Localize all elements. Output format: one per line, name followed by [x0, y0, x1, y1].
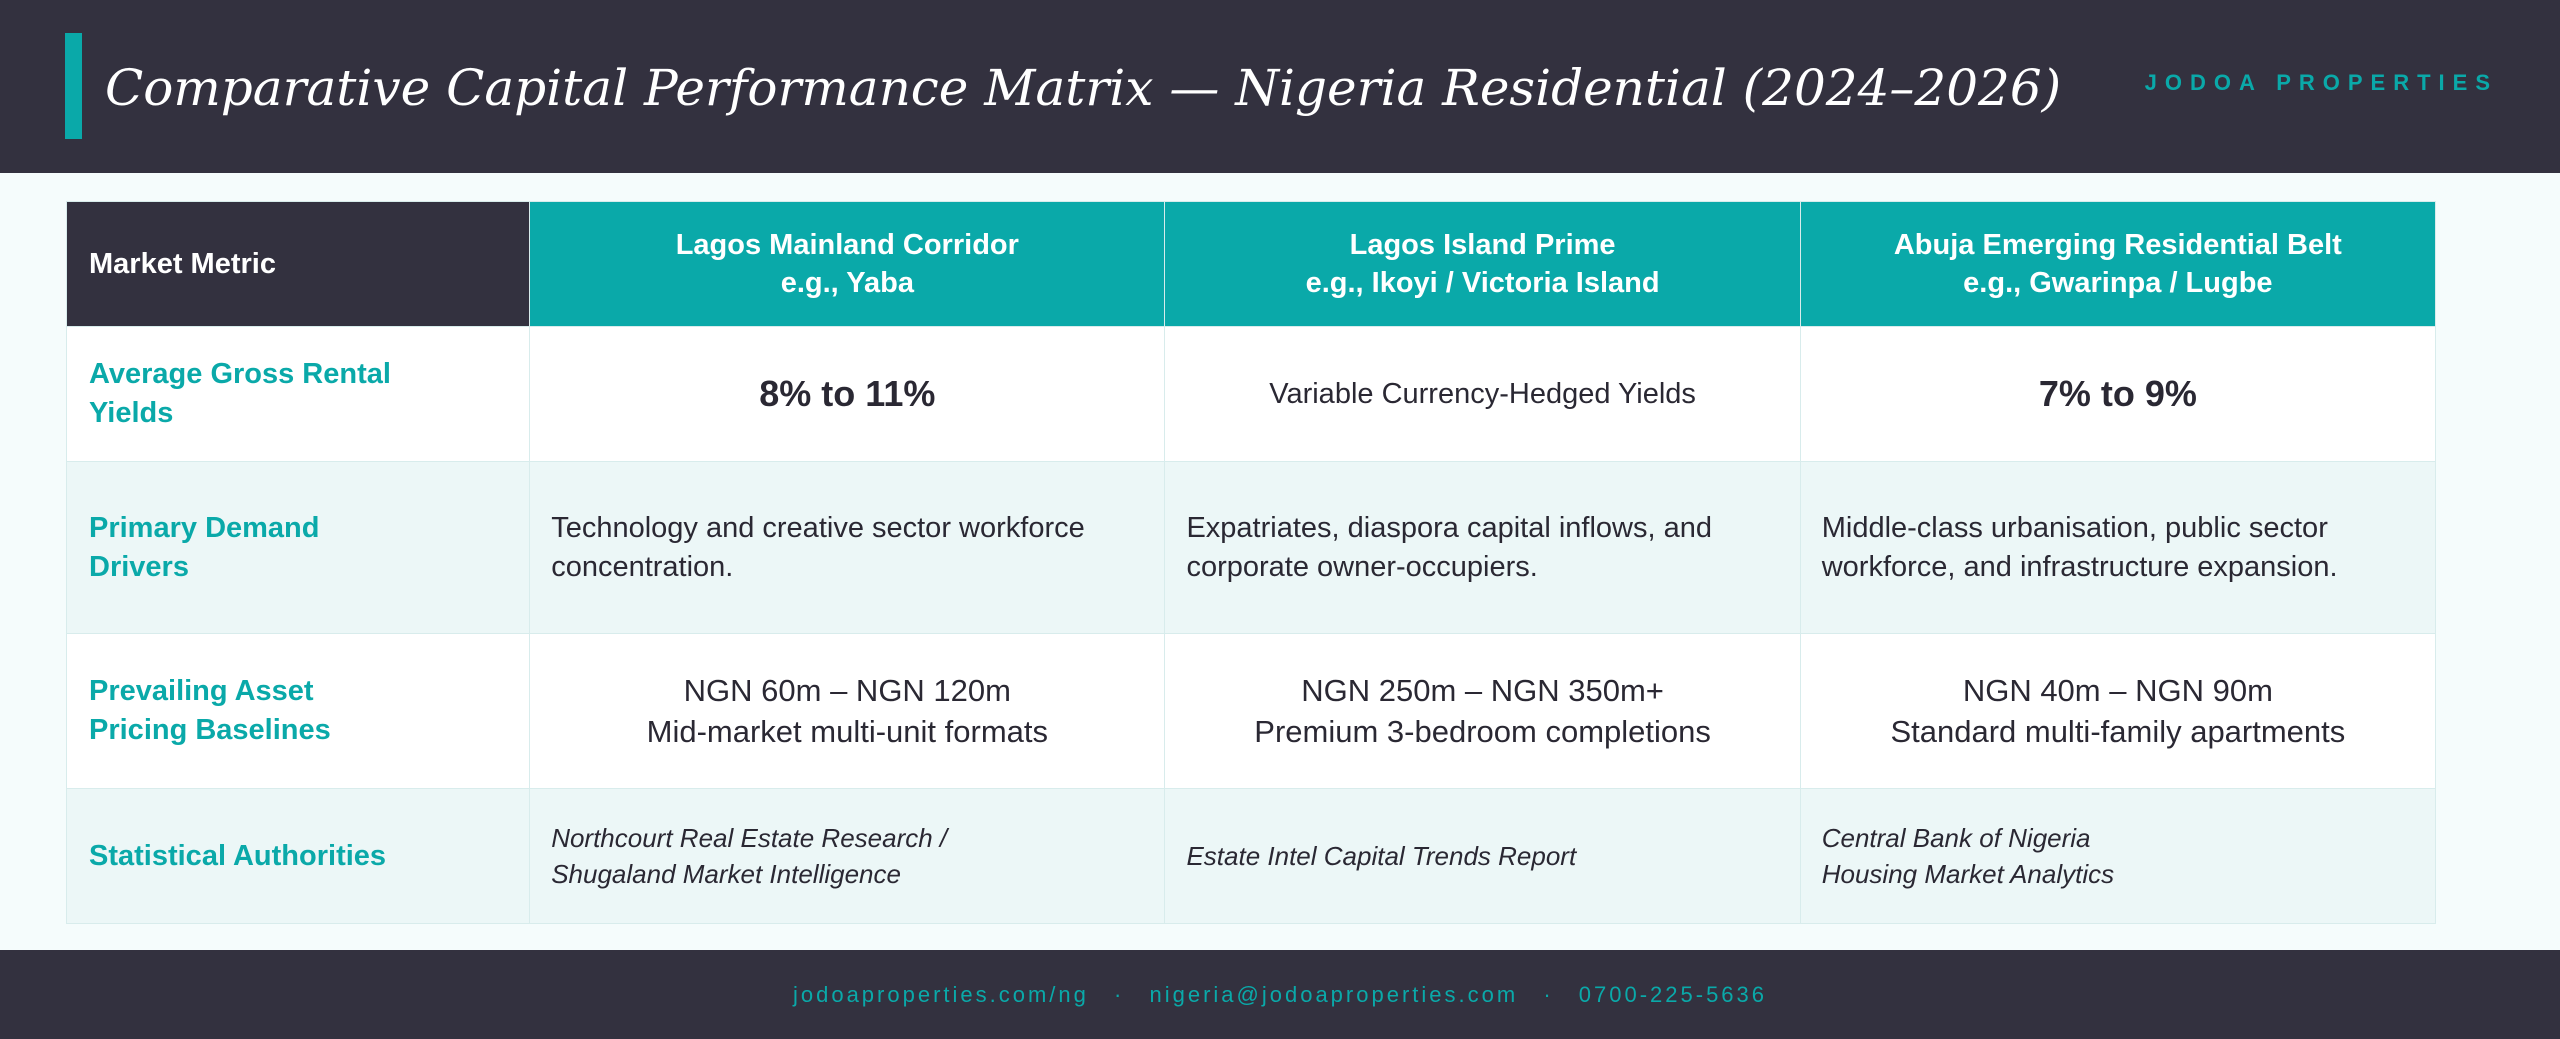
footer-phone-link[interactable]: 0700-225-5636: [1578, 982, 1768, 1007]
column-header-abuja: Abuja Emerging Residential Belt e.g., Gw…: [1799, 201, 2437, 327]
comparison-table: Market Metric Lagos Mainland Corridor e.…: [65, 201, 2437, 924]
price-format: Premium 3-bedroom completions: [1254, 714, 1711, 749]
row-label-pricing: Prevailing Asset Pricing Baselines: [65, 633, 531, 789]
brand-wordmark: JODOA PROPERTIES: [2144, 70, 2498, 95]
cell-authority-lagos-island: Estate Intel Capital Trends Report: [1164, 788, 1801, 924]
footer-website-link[interactable]: jodoaproperties.com/ng: [792, 982, 1089, 1007]
matrix-container: Market Metric Lagos Mainland Corridor e.…: [0, 173, 2560, 950]
cell-authority-abuja: Central Bank of Nigeria Housing Market A…: [1799, 788, 2437, 924]
cell-driver-abuja: Middle-class urbanisation, public sector…: [1799, 461, 2437, 634]
market-example: e.g., Yaba: [780, 267, 914, 299]
footer-separator: ·: [1543, 982, 1554, 1007]
page-header: Comparative Capital Performance Matrix —…: [0, 0, 2560, 173]
column-header-metric: Market Metric: [65, 201, 531, 327]
page-title: Comparative Capital Performance Matrix —…: [105, 59, 2062, 117]
column-header-lagos-island: Lagos Island Prime e.g., Ikoyi / Victori…: [1164, 201, 1801, 327]
authority-line: Housing Market Analytics: [1821, 859, 2115, 889]
market-name: Abuja Emerging Residential Belt: [1893, 229, 2342, 261]
cell-yield-lagos-mainland: 8% to 11%: [529, 326, 1166, 462]
header-accent-bar: [65, 33, 82, 139]
market-example: e.g., Ikoyi / Victoria Island: [1305, 267, 1660, 299]
authority-line: Northcourt Real Estate Research /: [551, 823, 948, 853]
row-label-drivers: Primary Demand Drivers: [65, 461, 531, 634]
row-label-yields: Average Gross Rental Yields: [65, 326, 531, 462]
cell-driver-lagos-island: Expatriates, diaspora capital inflows, a…: [1164, 461, 1801, 634]
table-row-drivers: Primary Demand Drivers Technology and cr…: [65, 461, 2437, 634]
price-range: NGN 250m – NGN 350m+: [1301, 673, 1664, 708]
column-header-lagos-mainland: Lagos Mainland Corridor e.g., Yaba: [529, 201, 1166, 327]
market-name: Lagos Island Prime: [1349, 229, 1616, 261]
cell-authority-lagos-mainland: Northcourt Real Estate Research / Shugal…: [529, 788, 1166, 924]
market-example: e.g., Gwarinpa / Lugbe: [1963, 267, 2273, 299]
market-name: Lagos Mainland Corridor: [675, 229, 1019, 261]
footer-email-link[interactable]: nigeria@jodoaproperties.com: [1149, 982, 1519, 1007]
price-range: NGN 60m – NGN 120m: [683, 673, 1011, 708]
price-range: NGN 40m – NGN 90m: [1962, 673, 2273, 708]
cell-yield-abuja: 7% to 9%: [1799, 326, 2437, 462]
page-footer: jodoaproperties.com/ng · nigeria@jodoapr…: [0, 950, 2560, 1039]
authority-line: Central Bank of Nigeria: [1821, 823, 2091, 853]
footer-separator: ·: [1114, 982, 1125, 1007]
table-row-authorities: Statistical Authorities Northcourt Real …: [65, 788, 2437, 924]
cell-pricing-lagos-island: NGN 250m – NGN 350m+ Premium 3-bedroom c…: [1164, 633, 1801, 789]
cell-pricing-abuja: NGN 40m – NGN 90m Standard multi-family …: [1799, 633, 2437, 789]
table-row-yields: Average Gross Rental Yields 8% to 11% Va…: [65, 326, 2437, 462]
cell-pricing-lagos-mainland: NGN 60m – NGN 120m Mid-market multi-unit…: [529, 633, 1166, 789]
table-header-row: Market Metric Lagos Mainland Corridor e.…: [65, 201, 2437, 327]
cell-yield-lagos-island: Variable Currency-Hedged Yields: [1164, 326, 1801, 462]
authority-line: Estate Intel Capital Trends Report: [1186, 841, 1577, 871]
price-format: Standard multi-family apartments: [1890, 714, 2346, 749]
authority-line: Shugaland Market Intelligence: [551, 859, 901, 889]
row-label-authorities: Statistical Authorities: [65, 788, 531, 924]
price-format: Mid-market multi-unit formats: [646, 714, 1048, 749]
table-row-pricing: Prevailing Asset Pricing Baselines NGN 6…: [65, 633, 2437, 789]
cell-driver-lagos-mainland: Technology and creative sector workforce…: [529, 461, 1166, 634]
